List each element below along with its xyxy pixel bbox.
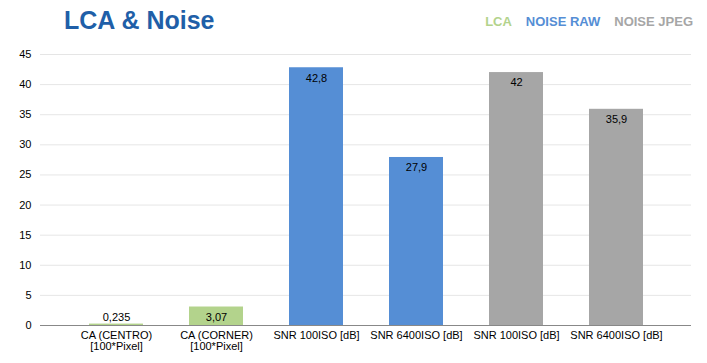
svg-text:CA (CENTRO)[100*Pixel]: CA (CENTRO)[100*Pixel] [81,329,153,352]
svg-text:42: 42 [510,76,522,88]
svg-text:40: 40 [19,78,31,90]
html-text:LCA: LCA [485,14,512,29]
svg-text:SNR 100ISO [dB]: SNR 100ISO [dB] [273,329,359,341]
svg-text:0: 0 [25,319,31,331]
svg-text:35: 35 [19,108,31,120]
html-text:LCA & Noise: LCA & Noise [64,6,215,34]
svg-text:42,8: 42,8 [306,72,327,84]
svg-text:35,9: 35,9 [606,113,627,125]
svg-text:5: 5 [25,289,31,301]
svg-text:0,235: 0,235 [103,311,131,323]
html-text:NOISE RAW: NOISE RAW [525,14,601,29]
svg-text:30: 30 [19,138,31,150]
svg-text:27,9: 27,9 [406,161,427,173]
svg-text:20: 20 [19,199,31,211]
svg-text:SNR 100ISO [dB]: SNR 100ISO [dB] [473,329,559,341]
svg-text:SNR 6400ISO [dB]: SNR 6400ISO [dB] [570,329,662,341]
html-text:NOISE JPEG: NOISE JPEG [614,14,693,29]
svg-text:CA (CORNER)[100*Pixel]: CA (CORNER)[100*Pixel] [180,329,253,352]
svg-text:45: 45 [19,48,31,60]
svg-text:3,07: 3,07 [206,311,227,323]
svg-text:25: 25 [19,168,31,180]
svg-text:10: 10 [19,259,31,271]
svg-text:SNR 6400ISO [dB]: SNR 6400ISO [dB] [370,329,462,341]
svg-text:15: 15 [19,229,31,241]
